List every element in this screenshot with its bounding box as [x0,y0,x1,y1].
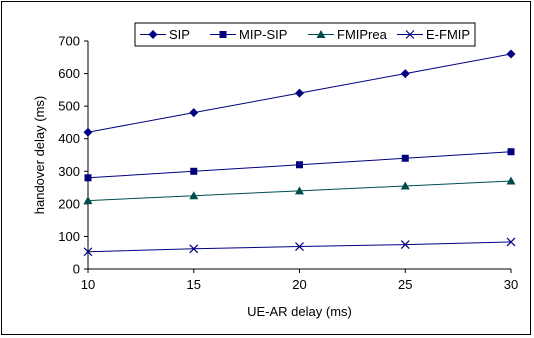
data-point-mip-sip [190,167,198,175]
data-point-mip-sip [84,174,92,182]
x-axis-title: UE-AR delay (ms) [247,304,352,319]
x-tick-label: 20 [292,277,306,292]
y-tick-label: 200 [58,196,80,211]
legend-label: MIP-SIP [239,27,287,42]
x-tick-label: 10 [81,277,95,292]
data-point-fmiprea [400,181,410,190]
legend-marker [316,30,326,38]
x-tick-label: 15 [187,277,201,292]
y-tick-label: 600 [58,66,80,81]
y-axis-title: handover delay (ms) [32,96,47,215]
legend-label: FMIPrea [337,27,388,42]
data-point-fmiprea [83,196,93,205]
y-tick-label: 400 [58,131,80,146]
data-point-sip [506,49,516,59]
data-point-fmiprea [506,176,516,185]
data-point-e-fmip [506,237,516,247]
data-point-fmiprea [189,191,199,200]
data-point-sip [295,88,304,98]
data-point-mip-sip [296,161,303,169]
data-point-sip [400,69,410,79]
y-tick-label: 500 [58,99,80,114]
data-point-e-fmip [189,244,199,254]
data-point-e-fmip [295,242,304,251]
y-tick-label: 300 [58,164,80,179]
x-tick-label: 30 [504,277,518,292]
legend-marker [148,30,158,39]
legend-box [134,22,476,47]
legend-label: E-FMIP [426,27,470,42]
data-point-sip [83,127,93,137]
legend-marker [219,31,227,38]
data-point-mip-sip [401,154,409,162]
x-tick-label: 25 [398,277,412,292]
data-point-fmiprea [295,186,304,195]
y-tick-label: 100 [58,229,80,244]
data-point-sip [189,108,199,118]
y-tick-label: 700 [58,34,80,49]
y-tick-label: 0 [73,262,80,277]
data-point-mip-sip [507,148,515,156]
data-point-e-fmip [83,247,93,257]
data-point-e-fmip [400,240,410,249]
legend-label: SIP [169,27,190,42]
legend-marker [405,30,415,39]
